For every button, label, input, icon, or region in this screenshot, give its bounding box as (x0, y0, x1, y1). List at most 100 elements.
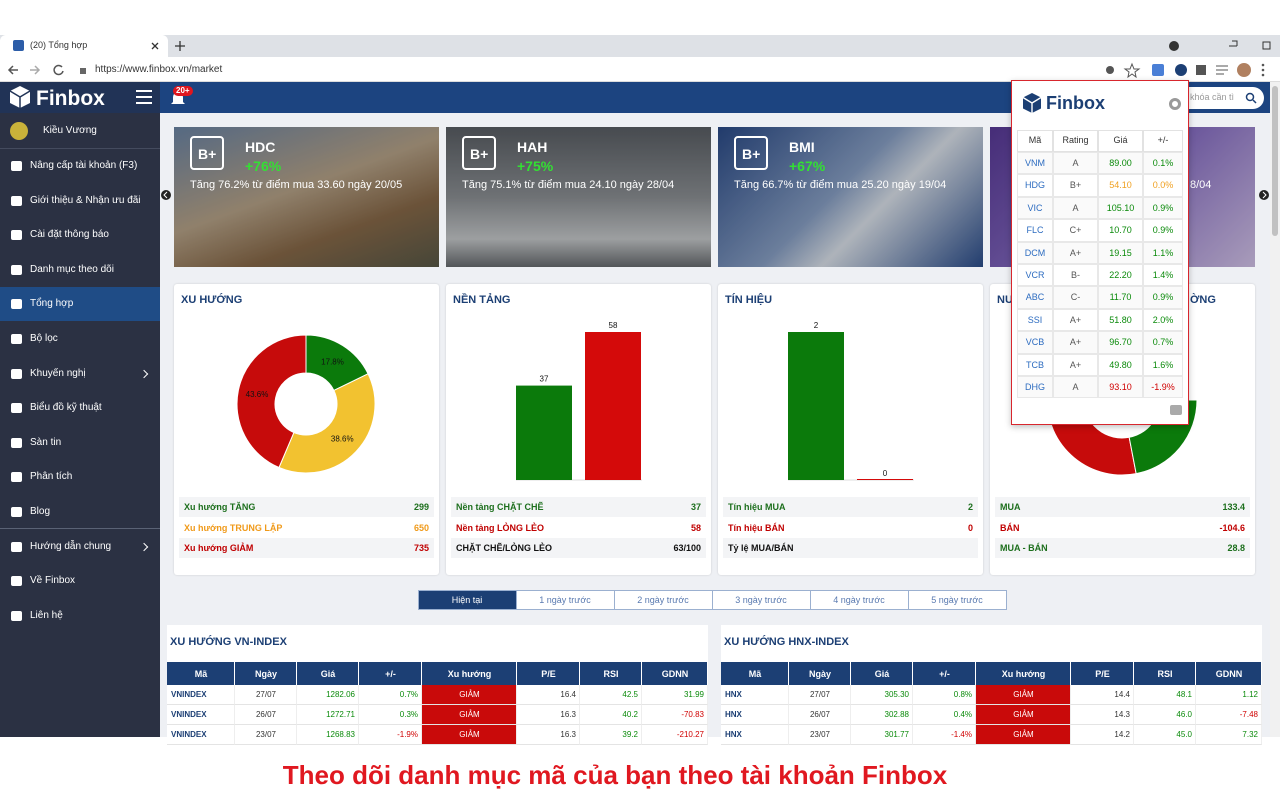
cell (422, 725, 517, 745)
tab-title[interactable]: (20) Tổng hợp (30, 40, 88, 50)
menu-item[interactable]: Tổng hợp (30, 298, 74, 310)
donut-slice (236, 334, 307, 469)
stat-label: Xu hướng TRUNG LẬP (184, 522, 283, 533)
cell (721, 685, 789, 705)
cell-text: HNX (725, 710, 742, 719)
cell-text: 16.3 (560, 730, 576, 739)
popup-cell-text[interactable]: HDG (1025, 180, 1045, 191)
popup-cell-text[interactable]: ABC (1025, 292, 1045, 303)
bar (516, 385, 572, 480)
active-menu-bg (0, 287, 160, 322)
cell-text: GIẢM (459, 730, 480, 739)
cell (167, 685, 235, 705)
popup-cell (1017, 219, 1053, 242)
cell (642, 725, 708, 745)
settings-icon[interactable] (1169, 98, 1181, 110)
popup-cell-text[interactable]: DCM (1024, 247, 1046, 258)
header-text: Mã (748, 669, 762, 679)
cell-text: -1.4% (951, 730, 972, 739)
period-tab-label: Hiện tại (451, 595, 483, 605)
popup-brand[interactable]: Finbox (1046, 93, 1105, 113)
menu-icon (11, 334, 22, 344)
cell (913, 705, 976, 725)
url[interactable]: https://www.finbox.vn/market (95, 64, 223, 75)
cell (789, 725, 851, 745)
stat-row (451, 517, 706, 538)
cell-text: 14.4 (1114, 690, 1130, 699)
card-chart: 37 58 (516, 321, 642, 481)
popup-header: Mã (1028, 135, 1042, 145)
popup-cell (1017, 308, 1053, 332)
bar-label: 2 (814, 321, 819, 330)
popup-cell-text[interactable]: VIC (1027, 202, 1043, 213)
menu-item[interactable]: Khuyến nghị (30, 367, 86, 379)
header-cell (913, 662, 976, 685)
banner[interactable] (718, 127, 983, 267)
sidebar-divider (0, 148, 160, 149)
menu-item[interactable]: Biểu đồ kỹ thuật (30, 402, 102, 414)
popup-cell-text[interactable]: DHG (1025, 382, 1045, 392)
scroll-thumb[interactable] (1272, 86, 1278, 236)
popup-cell-text: A (1072, 382, 1079, 392)
header-text: P/E (1095, 669, 1110, 679)
menu-item[interactable]: Sàn tin (30, 436, 62, 448)
popup-cell-text: 89.00 (1109, 158, 1132, 168)
menu-icon (11, 507, 22, 517)
search-box[interactable] (1170, 87, 1264, 109)
stat-row (723, 517, 978, 538)
banner[interactable] (446, 127, 711, 267)
header-text: Giá (320, 669, 336, 679)
carousel-prev[interactable] (160, 189, 172, 201)
table-title: XU HƯỚNG VN-INDEX (170, 636, 287, 648)
stat-row (995, 517, 1250, 538)
change: +75% (517, 158, 554, 174)
period-tab[interactable] (908, 590, 1007, 610)
popup-cell-text[interactable]: TCB (1026, 359, 1044, 370)
popup-cell-text[interactable]: VNM (1025, 158, 1045, 168)
menu-item[interactable]: Giới thiệu & Nhận ưu đãi (30, 194, 141, 206)
window-controls[interactable] (1165, 38, 1275, 54)
cell-text: 46.0 (1176, 710, 1192, 719)
popup-cell-text[interactable]: FLC (1026, 225, 1044, 236)
stat-value: 299 (413, 502, 429, 512)
tab-close[interactable] (150, 41, 160, 51)
menu-item[interactable]: Phân tích (30, 471, 73, 483)
menu-item[interactable]: Blog (30, 506, 51, 517)
menu-item[interactable]: Liên hệ (30, 609, 63, 621)
nav-buttons[interactable] (6, 62, 86, 78)
slice-label: 38.6% (331, 434, 354, 443)
menu-item[interactable]: Danh mục theo dõi (30, 263, 114, 275)
cell-text: GIẢM (1013, 730, 1034, 739)
user-name[interactable]: Kiều Vương (43, 125, 97, 136)
new-tab[interactable] (174, 40, 186, 52)
bar (857, 479, 913, 480)
stat-value: 650 (413, 522, 429, 533)
menu-item[interactable]: Về Finbox (30, 575, 76, 587)
search-icon[interactable] (1245, 92, 1257, 104)
active-tab[interactable] (0, 35, 168, 57)
popup-exit[interactable] (1170, 405, 1182, 415)
menu-item[interactable]: Bộ lọc (30, 333, 58, 344)
brand[interactable]: Finbox (36, 87, 105, 110)
popup-cell-text[interactable]: VCB (1025, 337, 1045, 348)
cell-text: GIẢM (459, 710, 480, 719)
popup-cell (1098, 241, 1143, 264)
browser-icons[interactable] (1100, 62, 1270, 78)
menu-item[interactable]: Nâng cấp tài khoản (F3) (30, 160, 138, 171)
cell (976, 725, 1071, 745)
popup-cell-text[interactable]: VCR (1025, 270, 1045, 280)
popup-cell (1098, 353, 1143, 376)
popup-cell (1143, 219, 1183, 242)
menu-toggle[interactable] (135, 89, 153, 105)
stat-row (451, 497, 706, 517)
menu-item[interactable]: Hướng dẫn chung (30, 540, 112, 552)
rating-box (734, 136, 768, 170)
popup-cell (1098, 331, 1143, 354)
carousel-next[interactable] (1258, 189, 1270, 201)
popup-cell (1017, 331, 1053, 354)
header-cell (517, 662, 580, 685)
stat-row (179, 517, 434, 538)
popup-cell-text[interactable]: SSI (1027, 314, 1043, 325)
banner[interactable] (174, 127, 439, 267)
menu-item[interactable]: Cài đặt thông báo (30, 229, 109, 241)
